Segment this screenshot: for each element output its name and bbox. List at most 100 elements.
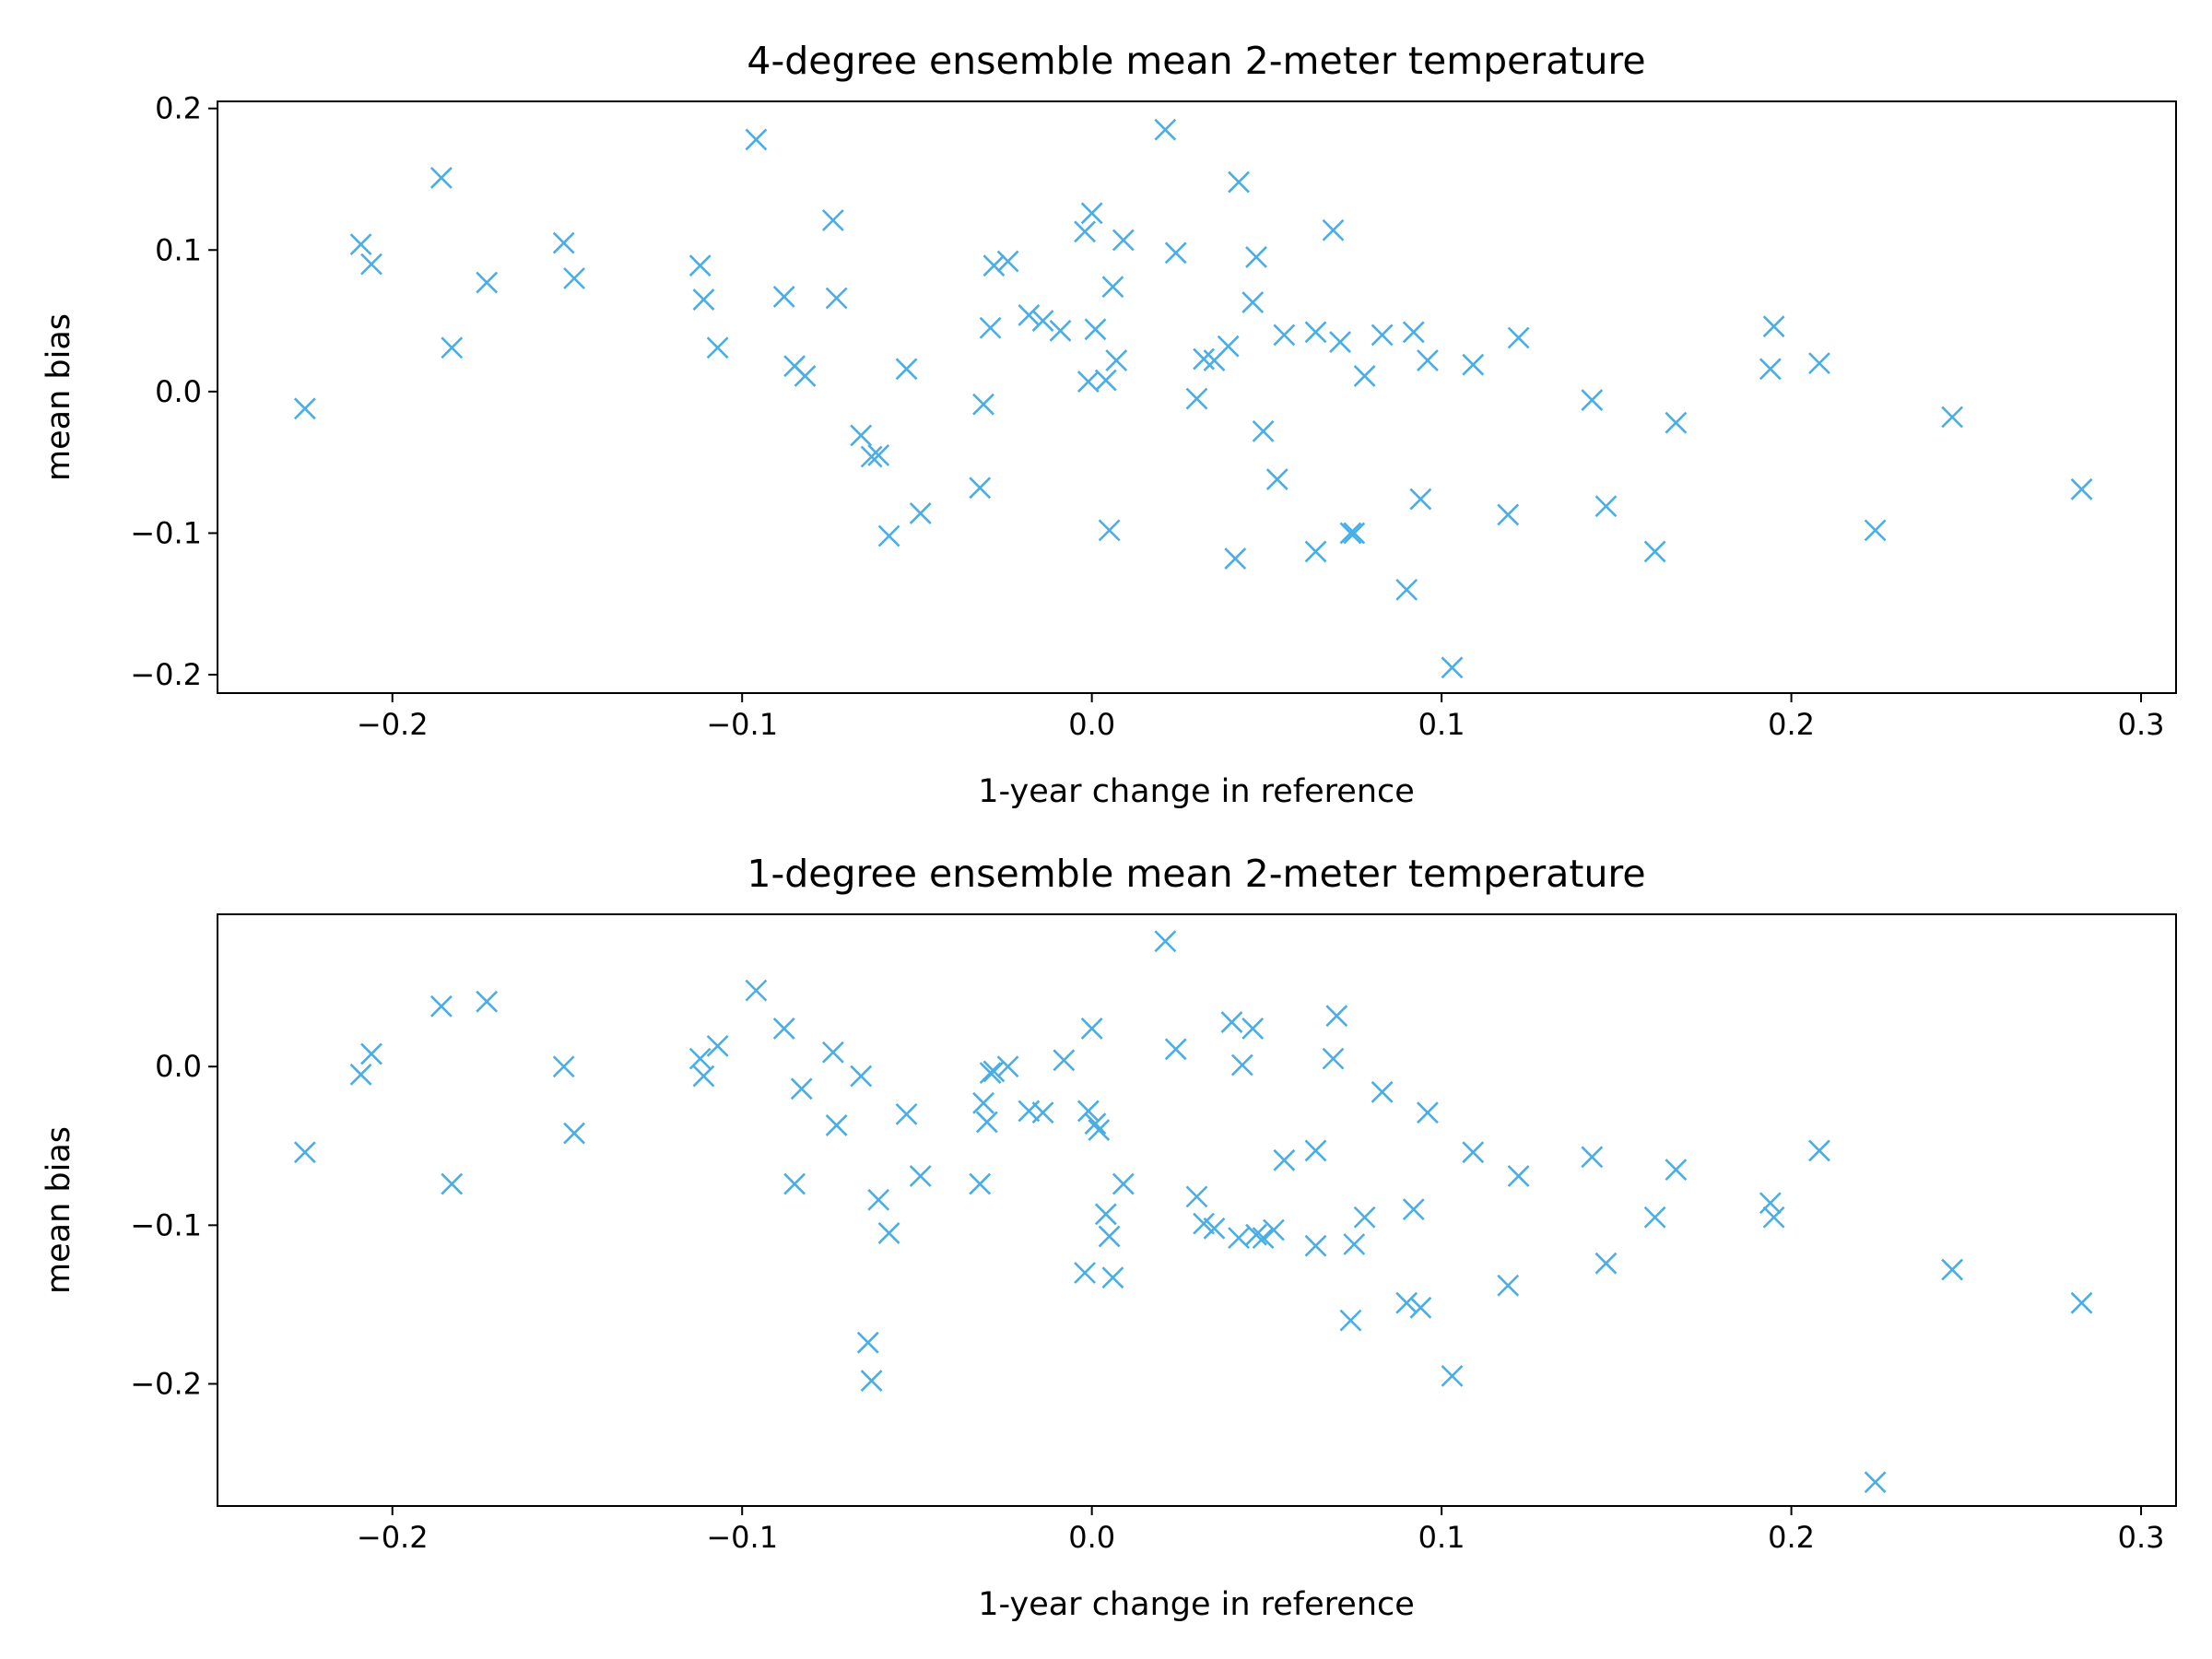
top-data-point bbox=[1217, 335, 1240, 358]
top-data-point bbox=[1808, 352, 1830, 375]
bottom-data-point bbox=[1220, 1011, 1243, 1033]
bottom-data-point bbox=[1808, 1139, 1830, 1162]
top-data-point bbox=[1252, 419, 1275, 442]
top-data-point bbox=[1497, 503, 1520, 526]
top-y-tick-label: 0.0 bbox=[155, 374, 202, 409]
top-data-point bbox=[867, 444, 890, 466]
bottom-y-tick-label: −0.1 bbox=[130, 1207, 202, 1242]
bottom-data-point bbox=[877, 1222, 900, 1244]
bottom-panel: 1-degree ensemble mean 2-meter temperatu… bbox=[41, 852, 2177, 1623]
top-y-ticks: −0.2 −0.1 0.0 0.1 0.2 bbox=[130, 91, 218, 692]
bottom-data-point bbox=[860, 1370, 883, 1392]
bottom-data-point bbox=[1497, 1274, 1520, 1297]
top-data-point bbox=[1228, 171, 1250, 194]
bottom-data-point bbox=[1088, 1119, 1111, 1141]
bottom-data-point bbox=[909, 1165, 932, 1187]
bottom-y-tick-label: −0.2 bbox=[130, 1366, 202, 1401]
bottom-data-point bbox=[1230, 1053, 1253, 1077]
bottom-data-point bbox=[1643, 1206, 1666, 1229]
bottom-data-point bbox=[1395, 1291, 1418, 1314]
bottom-data-point bbox=[783, 1172, 806, 1195]
bottom-data-point bbox=[1594, 1252, 1618, 1275]
bottom-data-point bbox=[1273, 1148, 1296, 1171]
bottom-data-point bbox=[982, 1060, 1006, 1083]
top-data-point bbox=[1224, 547, 1247, 571]
bottom-data-point bbox=[429, 994, 453, 1018]
top-data-point bbox=[1395, 578, 1418, 601]
top-x-ticks: −0.2 −0.1 0.0 0.1 0.2 0.3 bbox=[357, 693, 2164, 742]
bottom-data-point bbox=[1304, 1234, 1327, 1257]
bottom-data-point bbox=[825, 1113, 848, 1136]
top-data-point bbox=[1665, 411, 1688, 434]
top-panel: 4-degree ensemble mean 2-meter temperatu… bbox=[41, 39, 2177, 810]
bottom-y-tick-label: 0.0 bbox=[155, 1049, 202, 1084]
bottom-data-point bbox=[476, 990, 499, 1013]
bottom-data-point bbox=[1193, 1212, 1216, 1235]
bottom-data-point bbox=[706, 1034, 729, 1057]
bottom-data-point bbox=[1304, 1139, 1327, 1162]
top-data-point bbox=[821, 209, 844, 231]
top-data-point bbox=[772, 286, 795, 308]
bottom-data-point bbox=[1941, 1258, 1964, 1281]
top-x-axis-label: 1-year change in reference bbox=[978, 773, 1415, 810]
top-data-point bbox=[1462, 353, 1485, 376]
top-data-point bbox=[982, 254, 1006, 277]
top-data-point bbox=[429, 167, 453, 189]
top-data-point bbox=[1417, 349, 1439, 371]
bottom-data-point bbox=[850, 1065, 873, 1088]
top-data-point bbox=[1762, 315, 1785, 338]
bottom-data-point bbox=[1154, 930, 1177, 953]
top-data-point bbox=[1112, 229, 1135, 252]
bottom-data-point bbox=[790, 1077, 813, 1100]
bottom-data-point bbox=[821, 1041, 844, 1064]
top-data-point bbox=[476, 271, 499, 294]
top-data-point bbox=[441, 336, 464, 359]
bottom-data-point bbox=[1759, 1192, 1782, 1215]
bottom-data-point bbox=[1031, 1101, 1054, 1124]
bottom-data-point bbox=[969, 1172, 992, 1195]
top-data-point bbox=[1098, 519, 1121, 542]
bottom-data-point bbox=[1185, 1185, 1208, 1208]
bottom-data-point bbox=[360, 1042, 382, 1065]
bottom-x-tick-label: 0.1 bbox=[1418, 1520, 1465, 1555]
top-data-point bbox=[1507, 326, 1530, 349]
top-x-tick-label: −0.2 bbox=[357, 707, 429, 742]
top-data-point bbox=[1185, 387, 1208, 410]
bottom-data-point bbox=[996, 1055, 1019, 1078]
top-y-tick-label: −0.1 bbox=[130, 515, 202, 550]
top-data-point bbox=[1402, 321, 1425, 344]
top-data-point bbox=[1101, 276, 1124, 299]
top-data-point bbox=[1077, 371, 1100, 394]
top-data-point bbox=[688, 254, 712, 277]
top-data-point bbox=[1343, 522, 1366, 545]
top-data-point bbox=[1594, 495, 1618, 518]
bottom-scatter-points bbox=[293, 930, 2093, 1494]
bottom-data-point bbox=[972, 1091, 994, 1114]
bottom-data-point bbox=[1581, 1146, 1604, 1169]
top-data-point bbox=[692, 288, 715, 311]
top-data-point bbox=[1241, 291, 1265, 314]
top-data-point bbox=[1581, 389, 1604, 411]
bottom-data-point bbox=[688, 1047, 712, 1070]
top-data-point bbox=[909, 502, 932, 524]
bottom-data-point bbox=[1228, 1227, 1250, 1250]
bottom-data-point bbox=[1339, 1309, 1362, 1332]
bottom-data-point bbox=[772, 1018, 795, 1040]
bottom-data-point bbox=[1409, 1296, 1432, 1319]
bottom-data-point bbox=[1074, 1262, 1096, 1284]
top-data-point bbox=[1339, 522, 1362, 545]
top-data-point bbox=[895, 358, 918, 381]
bottom-data-point bbox=[1864, 1471, 1887, 1494]
bottom-data-point bbox=[1245, 1223, 1267, 1246]
top-x-tick-label: 0.2 bbox=[1768, 707, 1815, 742]
bottom-data-point bbox=[1077, 1100, 1100, 1123]
bottom-data-point bbox=[1441, 1364, 1464, 1387]
bottom-data-point bbox=[1164, 1038, 1187, 1061]
bottom-data-point bbox=[1080, 1018, 1103, 1040]
bottom-data-point bbox=[293, 1141, 316, 1164]
top-data-point bbox=[1080, 202, 1103, 225]
top-data-point bbox=[1329, 331, 1351, 354]
bottom-data-point bbox=[441, 1172, 464, 1195]
bottom-data-point bbox=[2070, 1291, 2093, 1314]
top-data-point bbox=[860, 445, 883, 468]
